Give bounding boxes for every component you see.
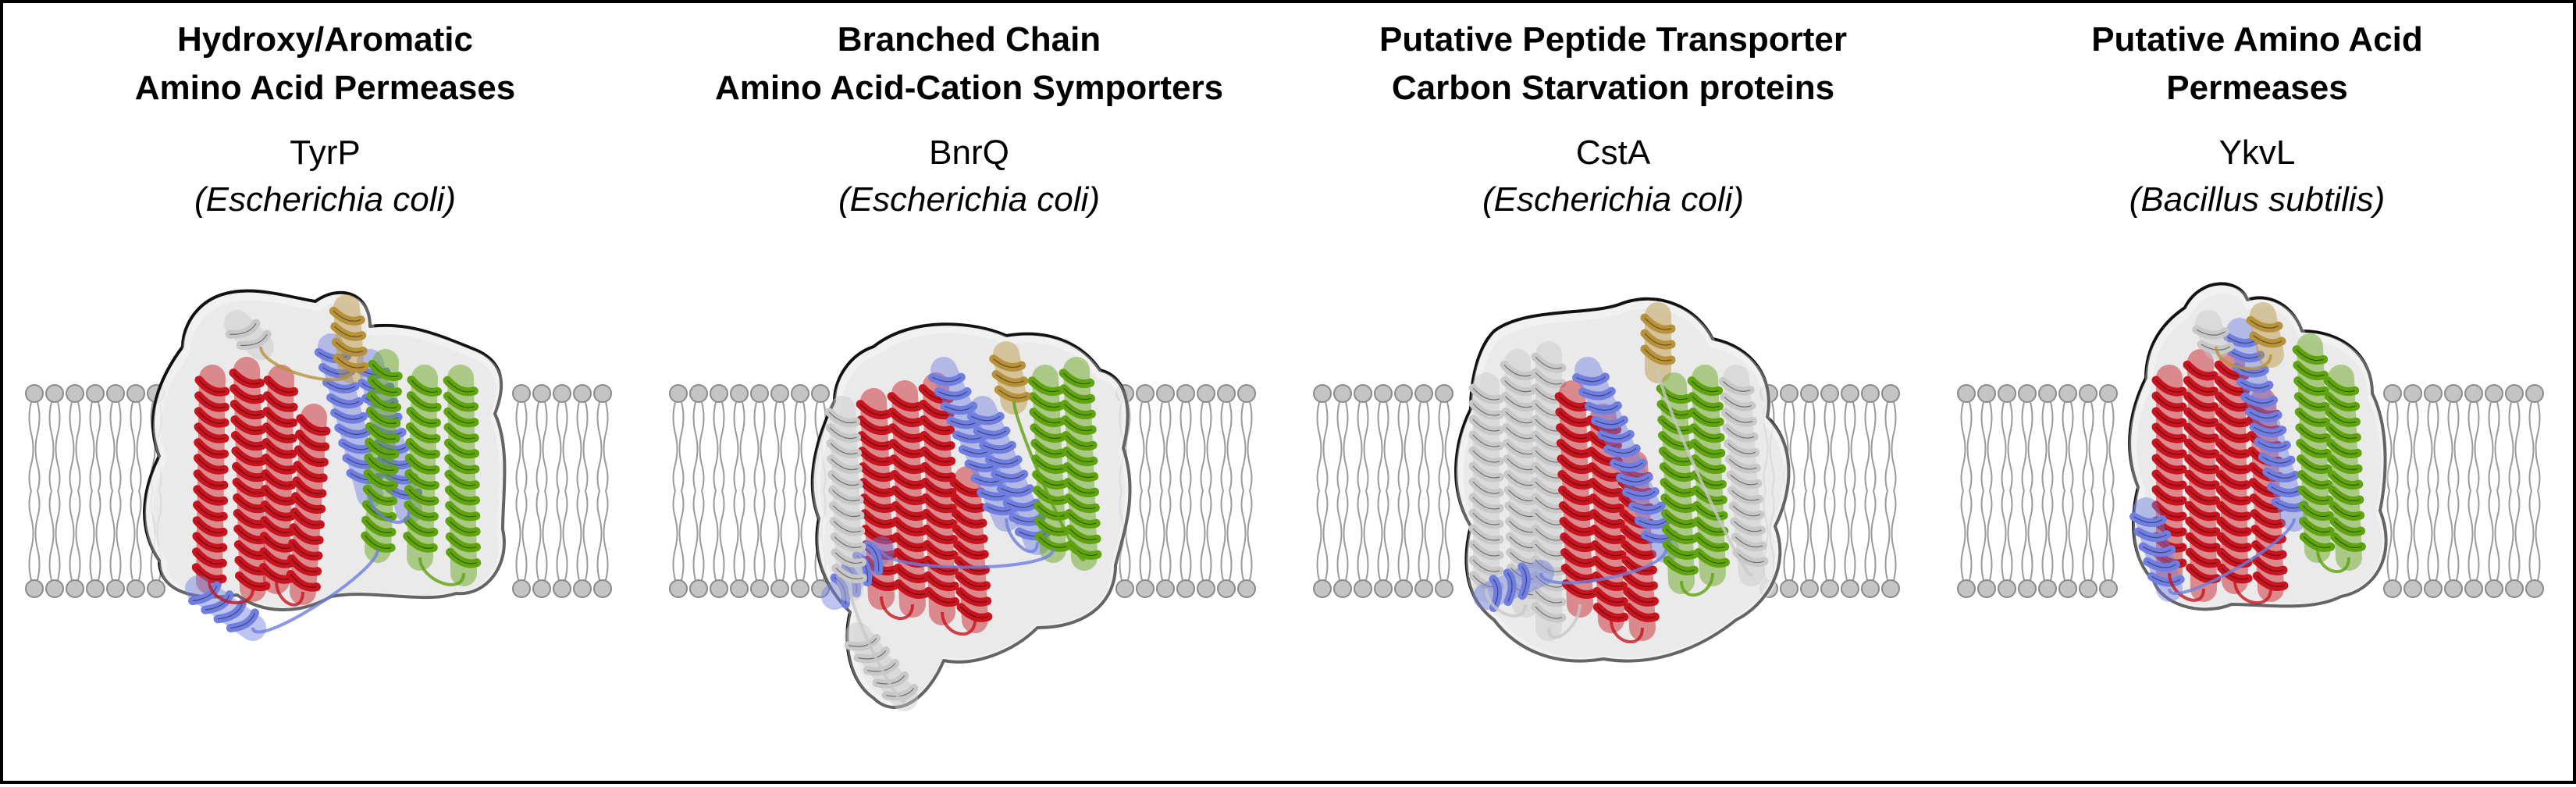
family-title-line2: Amino Acid-Cation Symporters: [714, 69, 1224, 107]
family-title-line1: Hydroxy/Aromatic: [176, 20, 473, 59]
organism-name: (Escherichia coli): [194, 180, 456, 219]
alpha-helices: [1468, 302, 1769, 641]
protein-name: BnrQ: [929, 134, 1009, 172]
family-title-line2: Amino Acid Permeases: [134, 69, 516, 107]
transporter-structure-ykvl: [1957, 282, 2544, 614]
family-title: Putative Peptide Transporter Carbon Star…: [1291, 16, 1935, 112]
panel-csta: Putative Peptide Transporter Carbon Star…: [1291, 3, 1935, 787]
family-title: Hydroxy/Aromatic Amino Acid Permeases: [3, 16, 647, 112]
lipid-bilayer: [1957, 384, 2544, 598]
protein-name: CstA: [1575, 134, 1651, 172]
protein-structure: [810, 322, 1133, 711]
loop-regions: [2168, 346, 2350, 604]
family-title-line2: Carbon Starvation proteins: [1391, 69, 1835, 107]
organism-name: (Escherichia coli): [1482, 180, 1744, 219]
organism-name: (Bacillus subtilis): [2129, 180, 2386, 219]
family-title-line2: Permeases: [2166, 69, 2348, 107]
protein-structure: [1454, 297, 1791, 665]
panel-tyrp: Hydroxy/Aromatic Amino Acid Permeases Ty…: [3, 3, 647, 787]
loop-regions: [849, 401, 1086, 703]
transporter-structure-tyrp: [25, 289, 612, 641]
family-title: Branched Chain Amino Acid-Cation Symport…: [647, 16, 1291, 112]
family-title-line1: Putative Amino Acid: [2091, 20, 2423, 59]
family-title: Putative Amino Acid Permeases: [1935, 16, 2576, 112]
panel-bnrq: Branched Chain Amino Acid-Cation Symport…: [647, 3, 1291, 787]
loop-regions: [1485, 369, 1753, 643]
lipid-bilayer: [1313, 384, 1900, 598]
family-title-line1: Branched Chain: [837, 20, 1101, 59]
protein-structure: [143, 289, 507, 641]
alpha-helices: [185, 294, 482, 641]
protein-structure: [2128, 282, 2389, 614]
transporter-structure-csta: [1313, 297, 1900, 665]
protein-name: YkvL: [2218, 134, 2296, 172]
transporter-structure-bnrq: [669, 322, 1256, 711]
alpha-helices: [821, 341, 1102, 711]
organism-name: (Escherichia coli): [838, 180, 1100, 219]
lipid-bilayer: [25, 384, 612, 598]
panel-ykvl: Putative Amino Acid Permeases YkvL (Baci…: [1935, 3, 2576, 787]
family-title-line1: Putative Peptide Transporter: [1379, 20, 1848, 59]
protein-name: TyrP: [290, 134, 361, 172]
loop-regions: [208, 346, 465, 634]
